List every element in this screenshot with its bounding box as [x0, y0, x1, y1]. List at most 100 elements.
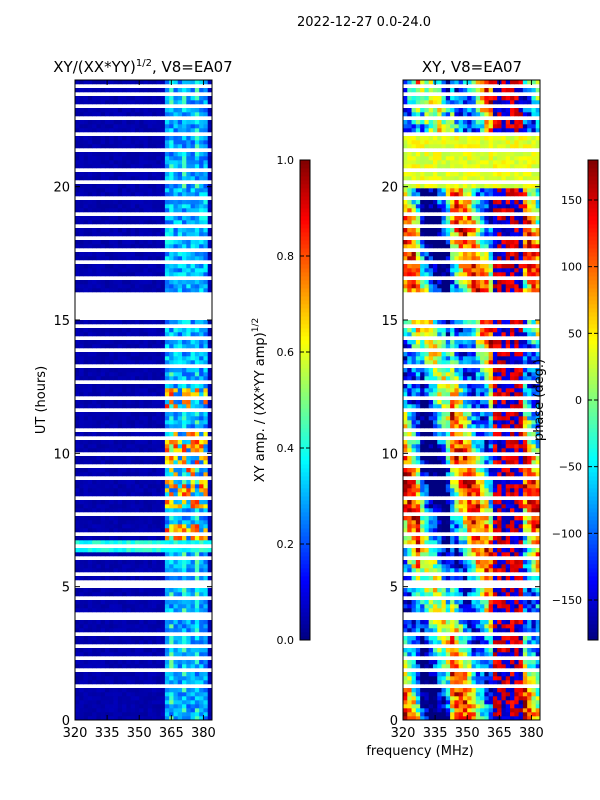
amp-heatmap-cell: [83, 648, 89, 653]
phase-heatmap-cell: [415, 664, 421, 669]
amp-heatmap-cell: [117, 416, 123, 421]
phase-heatmap-cell: [497, 520, 502, 525]
amp-heatmap-cell: [199, 120, 204, 125]
amp-heatmap-cell: [194, 400, 200, 405]
amp-heatmap-cell: [177, 524, 183, 529]
amp-heatmap-cell: [117, 344, 123, 349]
amp-heatmap-cell: [156, 524, 162, 529]
phase-heatmap-cell: [415, 504, 421, 509]
phase-heatmap-cell: [484, 576, 490, 581]
amp-heatmap-cell: [126, 540, 132, 545]
amp-heatmap-cell: [134, 264, 140, 269]
phase-heatmap-cell: [458, 636, 464, 641]
amp-heatmap-cell: [199, 216, 204, 221]
amp-heatmap-cell: [100, 716, 106, 721]
phase-heatmap-cell: [441, 600, 447, 605]
phase-heatmap-cell: [471, 592, 477, 597]
amp-heatmap-cell: [199, 240, 204, 245]
amp-heatmap-cell: [190, 176, 196, 181]
amp-heatmap-cell: [182, 592, 187, 597]
phase-heatmap-cell: [441, 636, 447, 641]
phase-heatmap-cell: [458, 704, 464, 709]
phase-heatmap-cell: [415, 696, 421, 701]
amp-heatmap-cell: [126, 228, 132, 233]
phase-heatmap-cell: [475, 552, 481, 557]
amp-heatmap-cell: [130, 252, 136, 257]
amp-heatmap-cell: [139, 328, 144, 333]
amp-heatmap-cell: [190, 712, 196, 717]
amp-heatmap-cell: [164, 332, 170, 337]
amp-heatmap-cell: [194, 340, 200, 345]
phase-heatmap-cell: [475, 680, 481, 685]
amp-heatmap-cell: [194, 288, 200, 293]
phase-heatmap-cell: [462, 540, 468, 545]
phase-heatmap-cell: [510, 648, 515, 653]
amp-heatmap-cell: [79, 480, 84, 485]
phase-heatmap-cell: [437, 652, 442, 657]
amp-heatmap-cell: [186, 696, 191, 701]
amp-heatmap-cell: [177, 284, 183, 289]
phase-heatmap-cell: [480, 636, 485, 641]
amp-colorbar-step: [300, 500, 310, 505]
phase-heatmap-cell: [403, 688, 408, 693]
phase-heatmap-cell: [432, 696, 438, 701]
amp-heatmap-cell: [203, 672, 209, 677]
amp-heatmap-cell: [194, 652, 200, 657]
amp-heatmap-cell: [190, 460, 196, 465]
phase-heatmap-cell: [488, 568, 494, 573]
phase-heatmap-cell: [450, 588, 455, 593]
amp-heatmap-cell: [122, 356, 127, 361]
amp-heatmap-cell: [75, 228, 80, 233]
phase-heatmap-cell: [471, 704, 477, 709]
amp-heatmap-cell: [104, 516, 110, 521]
amp-heatmap-cell: [143, 624, 149, 629]
phase-heatmap-cell: [424, 688, 430, 693]
amp-heatmap-cell: [160, 228, 166, 233]
phase-heatmap-cell: [514, 672, 519, 677]
phase-heatmap-cell: [514, 528, 519, 533]
phase-heatmap-cell: [462, 564, 468, 569]
amp-heatmap-cell: [177, 160, 183, 165]
amp-heatmap-cell: [207, 560, 213, 565]
amp-heatmap-cell: [169, 352, 174, 357]
phase-heatmap-cell: [450, 640, 455, 645]
amp-heatmap-cell: [156, 392, 162, 397]
phase-heatmap-cell: [441, 672, 447, 677]
amp-heatmap-cell: [160, 448, 166, 453]
amp-heatmap-cell: [87, 592, 93, 597]
amp-heatmap-cell: [194, 540, 200, 545]
amp-heatmap-cell: [203, 660, 209, 665]
amp-heatmap-cell: [83, 404, 89, 409]
amp-heatmap-cell: [104, 288, 110, 293]
amp-heatmap-cell: [164, 708, 170, 713]
amp-heatmap-cell: [109, 372, 114, 377]
phase-heatmap-cell: [458, 620, 464, 625]
phase-heatmap-cell: [454, 708, 460, 713]
amp-heatmap-cell: [87, 440, 93, 445]
amp-heatmap-cell: [109, 592, 114, 597]
amp-heatmap-cell: [194, 548, 200, 553]
amp-heatmap-cell: [113, 356, 119, 361]
phase-heatmap-cell: [492, 680, 498, 685]
amp-heatmap-cell: [87, 492, 93, 497]
amp-heatmap-cell: [147, 220, 153, 225]
phase-heatmap-cell: [454, 492, 460, 497]
amp-heatmap-cell: [152, 672, 157, 677]
phase-heatmap-cell: [505, 568, 511, 573]
amp-heatmap-cell: [203, 280, 209, 285]
amp-heatmap-cell: [117, 232, 123, 237]
phase-heatmap-cell: [510, 540, 515, 545]
phase-heatmap-cell: [527, 540, 532, 545]
amp-heatmap-cell: [83, 280, 89, 285]
amp-heatmap-cell: [117, 716, 123, 721]
amp-heatmap-cell: [194, 252, 200, 257]
amp-colorbar-step: [300, 572, 310, 577]
amp-heatmap-cell: [186, 540, 191, 545]
amp-heatmap-cell: [194, 432, 200, 437]
amp-heatmap-cell: [87, 716, 93, 721]
amp-heatmap-cell: [104, 128, 110, 133]
phase-heatmap-cell: [437, 672, 442, 677]
phase-heatmap-cell: [462, 648, 468, 653]
amp-heatmap-cell: [87, 460, 93, 465]
amp-heatmap-cell: [104, 604, 110, 609]
